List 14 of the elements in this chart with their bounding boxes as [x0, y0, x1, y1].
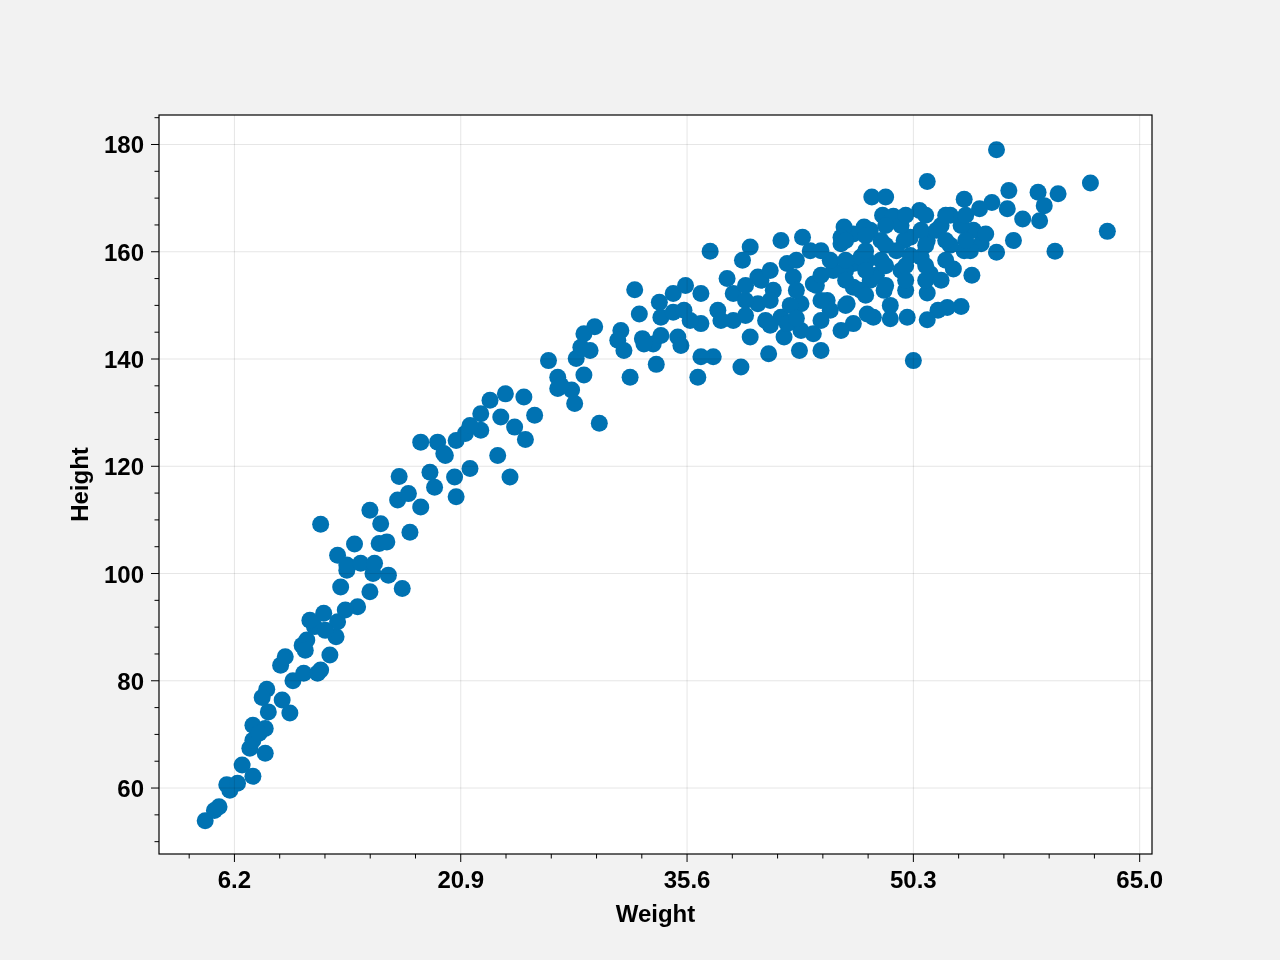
y-tick-label: 160	[103, 238, 144, 266]
y-tick-label: 140	[103, 345, 144, 373]
y-tick-label: 120	[103, 452, 144, 480]
y-tick-label: 80	[117, 667, 144, 695]
x-tick-label: 35.6	[663, 866, 711, 893]
x-tick-label: 6.2	[217, 866, 252, 893]
y-tick-label: 100	[103, 560, 144, 588]
x-tick-label: 50.3	[890, 866, 937, 893]
x-tick-label: 20.9	[437, 866, 485, 893]
y-axis-title: Height	[66, 447, 93, 522]
x-tick-label: 65.0	[1116, 866, 1164, 893]
x-axis-title: Weight	[615, 900, 696, 927]
y-tick-label: 60	[117, 774, 144, 802]
y-tick-label: 180	[103, 131, 144, 158]
